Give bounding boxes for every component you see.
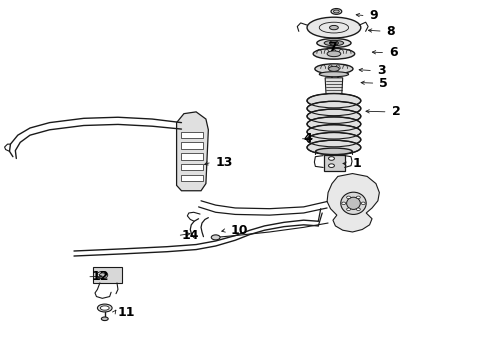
Text: 8: 8 [387,25,395,38]
Ellipse shape [307,132,361,147]
Text: 14: 14 [181,229,199,242]
Ellipse shape [100,306,109,310]
Ellipse shape [356,196,360,199]
Ellipse shape [315,64,353,74]
Ellipse shape [307,117,361,131]
Text: 4: 4 [304,132,313,145]
Ellipse shape [342,202,345,204]
Ellipse shape [307,140,361,154]
Text: 10: 10 [230,224,248,237]
Ellipse shape [101,317,108,320]
Ellipse shape [307,17,361,38]
Ellipse shape [329,66,339,71]
Ellipse shape [329,164,334,167]
Ellipse shape [331,9,342,14]
Ellipse shape [346,208,350,211]
Ellipse shape [313,48,355,59]
Ellipse shape [341,192,366,215]
Ellipse shape [211,235,220,240]
Polygon shape [180,175,203,181]
Ellipse shape [319,72,348,77]
Polygon shape [180,142,203,149]
Ellipse shape [330,26,338,30]
Ellipse shape [316,148,352,154]
Polygon shape [180,164,203,170]
Text: 7: 7 [328,41,337,54]
Polygon shape [180,132,203,138]
Text: 12: 12 [91,270,109,283]
Ellipse shape [329,157,334,160]
Ellipse shape [307,125,361,139]
Ellipse shape [333,10,339,13]
Ellipse shape [98,304,112,312]
Ellipse shape [307,94,361,108]
Ellipse shape [97,271,108,279]
Ellipse shape [346,196,350,199]
Text: 9: 9 [369,9,378,22]
Text: 5: 5 [379,77,388,90]
Text: 3: 3 [377,64,386,77]
Ellipse shape [307,101,361,116]
Ellipse shape [307,109,361,123]
Text: 2: 2 [392,105,400,118]
Polygon shape [327,174,379,232]
Polygon shape [325,78,343,96]
Ellipse shape [330,41,338,45]
Ellipse shape [356,208,360,211]
Ellipse shape [324,40,343,46]
Ellipse shape [361,202,365,204]
Text: 1: 1 [352,157,361,170]
Polygon shape [324,155,344,171]
Text: 13: 13 [216,156,233,168]
Polygon shape [176,112,208,191]
Ellipse shape [317,39,351,48]
Text: 6: 6 [389,46,398,59]
Polygon shape [180,153,203,159]
Text: 11: 11 [118,306,135,319]
Polygon shape [93,267,122,283]
Ellipse shape [327,51,341,57]
Ellipse shape [99,273,105,277]
Ellipse shape [346,197,360,210]
